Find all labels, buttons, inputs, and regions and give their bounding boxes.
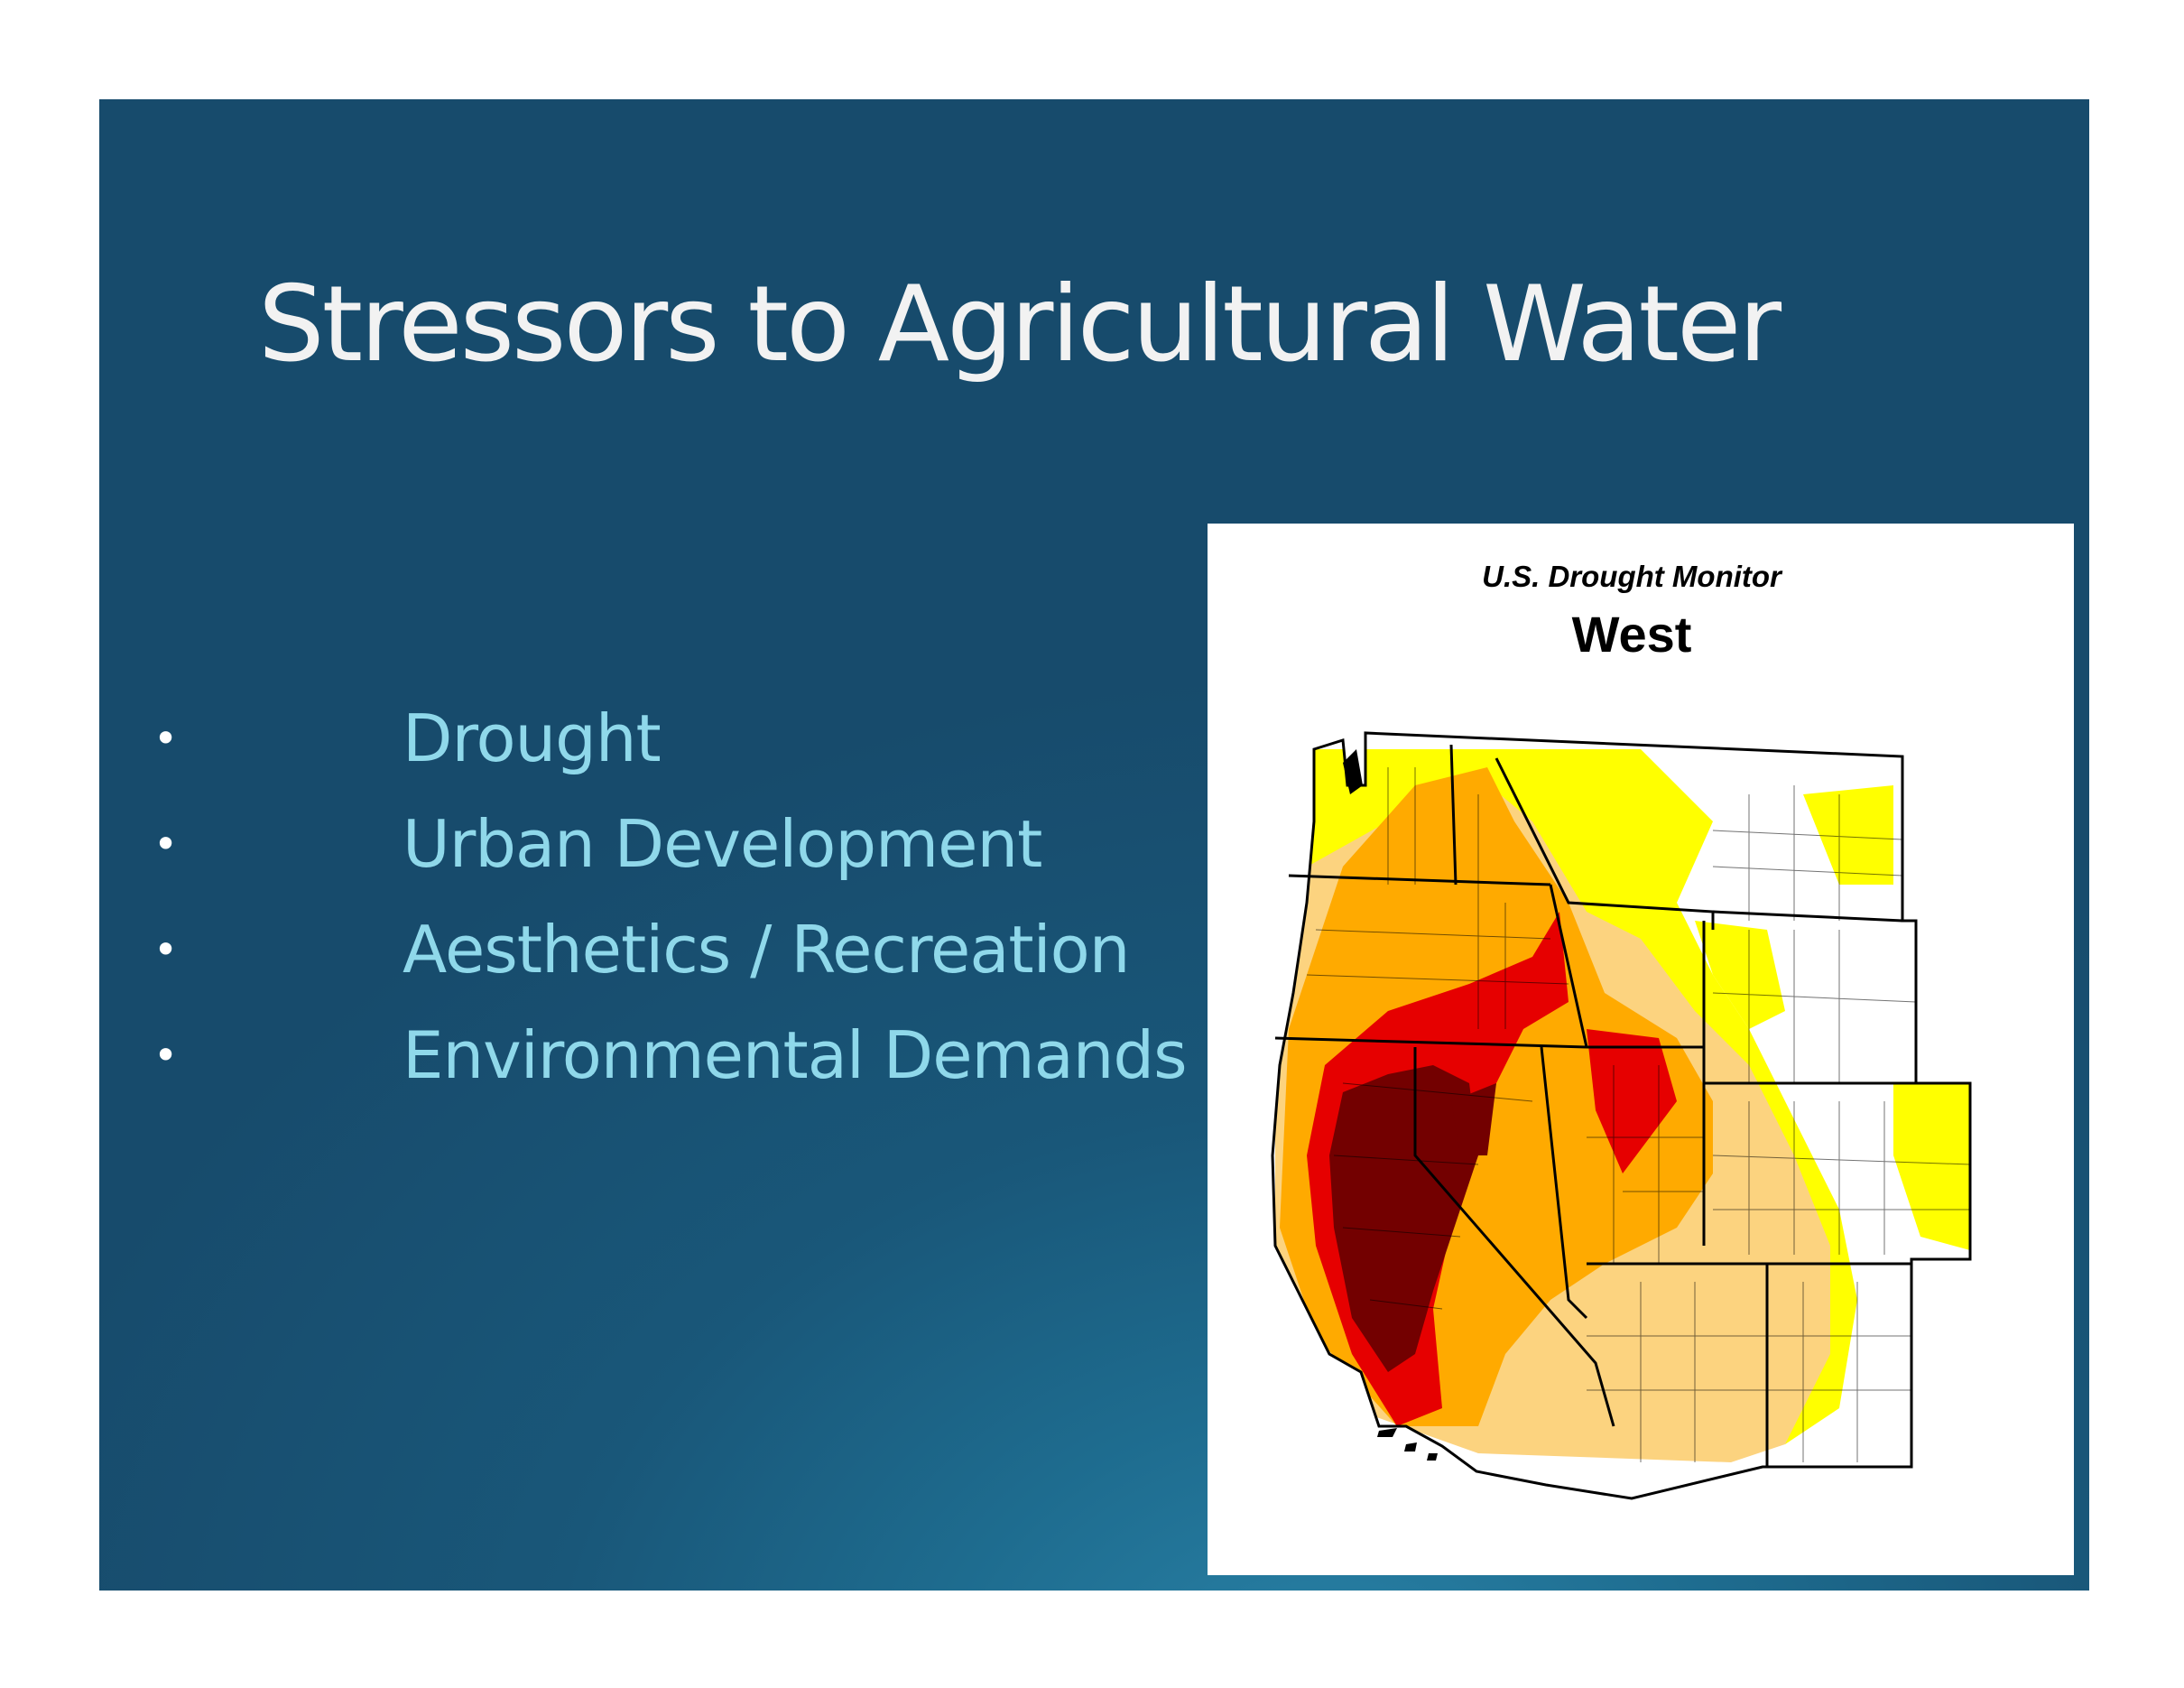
- slide-title: Stressors to Agricultural Water: [258, 264, 1781, 385]
- map-title: West: [1571, 606, 1692, 663]
- nv-ut-border: [1540, 1046, 1588, 1320]
- area-exceptional: [1451, 1083, 1496, 1155]
- wa-or-border: [1288, 874, 1551, 886]
- county-grid: [1306, 767, 1971, 1462]
- bullet-icon: •: [153, 1031, 178, 1080]
- west-outline: [1271, 731, 1972, 1500]
- drought-areas: [1272, 733, 1970, 1498]
- slide: Stressors to Agricultural Water • Drough…: [99, 99, 2089, 1591]
- drought-map-card: U.S. Drought Monitor West: [1208, 524, 2074, 1575]
- area-abnormally-dry: [1893, 1083, 1970, 1250]
- ca-nv-border: [1413, 1047, 1615, 1427]
- channel-islands: [1377, 1428, 1438, 1461]
- county-lines: [1306, 767, 1971, 1462]
- drought-map: [1271, 731, 1972, 1500]
- mt-wy-border: [1712, 910, 1903, 923]
- bullet-icon: •: [153, 714, 178, 763]
- map-subtitle: U.S. Drought Monitor: [1482, 560, 1781, 593]
- area-abnormally-dry: [1695, 921, 1785, 1029]
- wa-id-border: [1449, 744, 1458, 886]
- or-id-border: [1549, 884, 1588, 1048]
- bullet-text: Aesthetics / Recreation: [403, 912, 1130, 988]
- id-mt-border: [1495, 757, 1715, 930]
- bullet-icon: •: [153, 820, 178, 868]
- bullet-text: Drought: [403, 700, 662, 776]
- area-abnormally-dry: [1803, 785, 1893, 885]
- bullet-text: Urban Development: [403, 806, 1042, 882]
- bullet-text: Environmental Demands: [403, 1017, 1188, 1093]
- or-ca-nv-border: [1274, 1036, 1587, 1049]
- bullet-icon: •: [153, 925, 178, 974]
- area-exceptional: [1329, 1065, 1478, 1372]
- puget-sound-islands: [1343, 749, 1363, 794]
- state-boundaries: [1271, 731, 1972, 1500]
